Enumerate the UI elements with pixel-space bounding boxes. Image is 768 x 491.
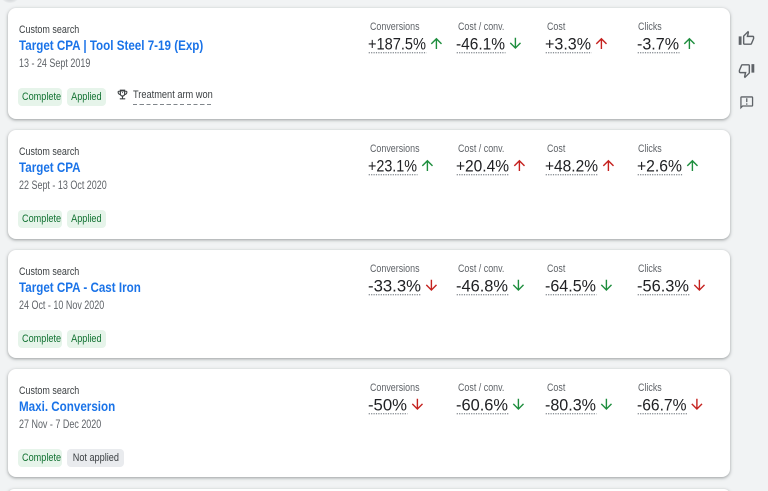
svg-text:+2.6%: +2.6% [637,158,682,176]
svg-text:-64.5%: -64.5% [545,278,596,296]
svg-text:+20.4%: +20.4% [456,158,509,176]
svg-text:+187.5%: +187.5% [368,36,426,54]
svg-text:-80.3%: -80.3% [545,397,596,415]
svg-text:-3.7%: -3.7% [637,36,679,54]
svg-text:-56.3%: -56.3% [637,278,689,296]
svg-text:-50%: -50% [368,397,407,415]
svg-text:+48.2%: +48.2% [545,158,598,176]
svg-text:-66.7%: -66.7% [637,397,687,415]
svg-text:-33.3%: -33.3% [368,278,421,296]
svg-text:-60.6%: -60.6% [456,397,508,415]
svg-text:+3.3%: +3.3% [545,36,591,54]
svg-text:-46.8%: -46.8% [456,278,508,296]
svg-text:-46.1%: -46.1% [456,36,505,54]
svg-text:+23.1%: +23.1% [368,158,417,176]
